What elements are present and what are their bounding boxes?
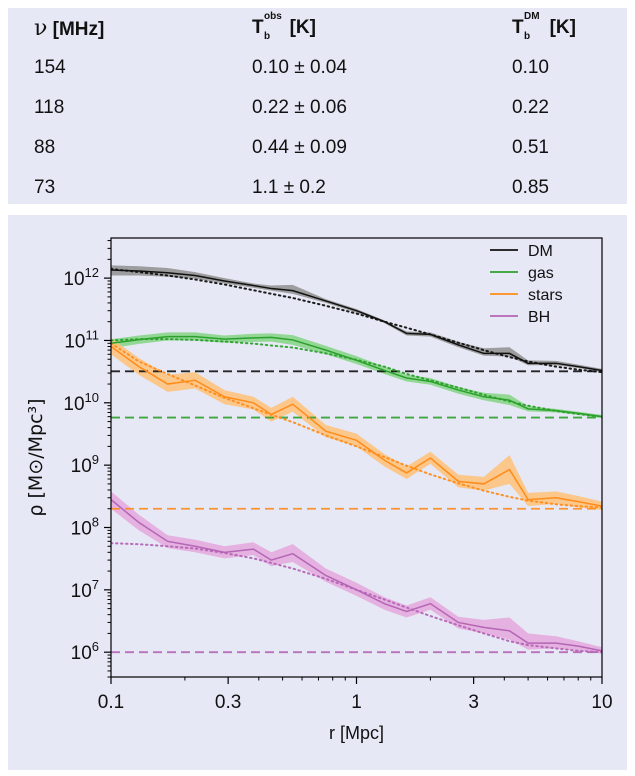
y-tick-label: 108 bbox=[71, 514, 99, 539]
plot-content bbox=[111, 265, 602, 654]
cell-tdm: 0.51 bbox=[512, 137, 549, 158]
fit-line-gas bbox=[111, 338, 602, 418]
legend-label-stars: stars bbox=[528, 287, 563, 304]
tdm-symbol: T DM b bbox=[512, 11, 550, 42]
y-tick-label: 109 bbox=[71, 452, 99, 477]
x-tick-label: 10 bbox=[591, 692, 612, 713]
band-bh bbox=[111, 491, 602, 654]
cell-tdm: 0.85 bbox=[512, 177, 549, 198]
table-row: 118 0.22 ± 0.06 0.22 bbox=[8, 88, 627, 128]
series-line-dm bbox=[111, 269, 602, 372]
cell-tdm: 0.22 bbox=[512, 97, 549, 118]
cell-frequency: 88 bbox=[34, 137, 56, 158]
fit-line-stars bbox=[111, 342, 602, 509]
y-tick-label: 1012 bbox=[63, 265, 99, 290]
cell-tobs: 0.44 ± 0.09 bbox=[252, 137, 347, 158]
x-axis-label: r [Mpc] bbox=[329, 723, 384, 743]
x-tick-label: 0.3 bbox=[215, 692, 241, 713]
density-profile-plot-panel: 0.1 0.3 1 3 10 106 107 108 109 1010 1011 1012 r [Mpc… bbox=[8, 215, 627, 770]
cell-frequency: 118 bbox=[34, 97, 65, 118]
series-line-bh bbox=[111, 499, 602, 652]
cell-tobs: 0.10 ± 0.04 bbox=[252, 57, 347, 78]
cell-frequency: 154 bbox=[34, 57, 66, 78]
x-tick-label: 0.1 bbox=[98, 692, 124, 713]
cell-frequency: 73 bbox=[34, 177, 56, 198]
fit-line-dm bbox=[111, 268, 602, 374]
band-stars bbox=[111, 337, 602, 511]
table-row: 73 1.1 ± 0.2 0.85 bbox=[8, 168, 627, 208]
fit-line-bh bbox=[111, 542, 602, 654]
band-gas bbox=[111, 332, 602, 419]
col-header-frequency: ν [MHz] bbox=[8, 8, 234, 48]
y-tick-label: 1011 bbox=[64, 327, 99, 352]
frequency-unit: [MHz] bbox=[52, 18, 105, 40]
legend-label-bh: BH bbox=[528, 309, 550, 326]
table-row: 88 0.44 ± 0.09 0.51 bbox=[8, 128, 627, 168]
tdm-superscript: DM bbox=[524, 11, 540, 22]
nu-symbol: ν bbox=[34, 15, 48, 41]
tdm-subscript: b bbox=[524, 31, 531, 42]
cell-tobs: 1.1 ± 0.2 bbox=[252, 177, 326, 198]
tdm-base: T bbox=[512, 17, 524, 38]
x-tick-label: 3 bbox=[468, 692, 479, 713]
series-line-stars bbox=[111, 345, 602, 507]
tobs-subscript: b bbox=[264, 31, 271, 42]
y-tick-label: 106 bbox=[71, 639, 99, 664]
legend-label-gas: gas bbox=[528, 265, 554, 282]
legend-label-dm: DM bbox=[528, 243, 553, 260]
y-axis-label: ρ [M⊙/Mpc³] bbox=[25, 398, 47, 516]
band-dm bbox=[111, 265, 602, 373]
y-tick-label: 107 bbox=[71, 577, 99, 602]
series-line-gas bbox=[111, 335, 602, 418]
cell-tdm: 0.10 bbox=[512, 57, 549, 78]
cell-tobs: 0.22 ± 0.06 bbox=[252, 97, 347, 118]
tdm-unit: [K] bbox=[549, 17, 576, 38]
tobs-superscript: obs bbox=[264, 11, 282, 22]
y-tick-label: 1010 bbox=[63, 390, 99, 415]
tobs-base: T bbox=[252, 17, 264, 38]
x-tick-label: 1 bbox=[351, 692, 362, 713]
tobs-unit: [K] bbox=[289, 17, 316, 38]
table-row: 154 0.10 ± 0.04 0.10 bbox=[8, 48, 627, 88]
col-header-tdm: T DM b [K] bbox=[512, 8, 627, 48]
density-profile-chart: 0.1 0.3 1 3 10 106 107 108 109 1010 1011 1012 r [Mpc… bbox=[25, 237, 613, 743]
